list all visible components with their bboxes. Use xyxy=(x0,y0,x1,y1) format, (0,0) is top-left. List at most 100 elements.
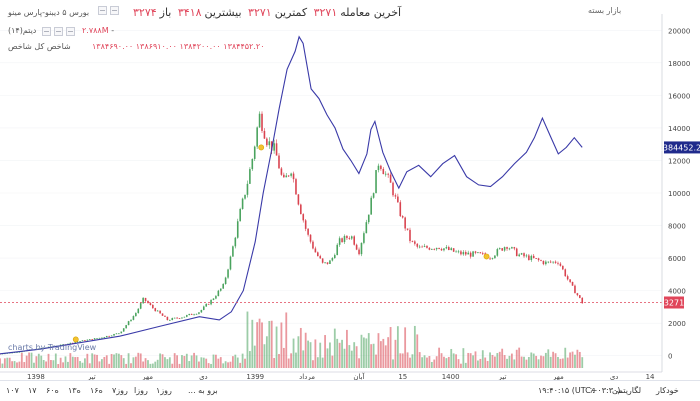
candle-body xyxy=(181,317,183,319)
volume-bar xyxy=(319,342,322,368)
volume-bar xyxy=(166,359,169,368)
volume-bar xyxy=(309,342,312,368)
candle-body xyxy=(137,308,140,314)
y-tick-label: 14000 xyxy=(668,125,690,133)
volume-bar xyxy=(205,358,208,368)
candle-body xyxy=(16,352,18,353)
volume-bar xyxy=(244,358,246,368)
event-markers xyxy=(72,144,490,343)
volume-bar xyxy=(217,358,220,368)
volume-bar xyxy=(486,360,489,368)
candle-body xyxy=(71,342,74,344)
candle-body xyxy=(280,168,283,175)
bottom-toolbar: ۱۰۷ ۱۷ ۶۰ه ۱۳ه ۱۶ه ۷روز روزا ۱روز برو به… xyxy=(0,380,700,401)
indicator2-values: ۱۳۸۴۶۹۰.۰۰ ۱۳۸۶۹۱۰.۰۰ ۱۳۸۴۲۰۰.۰۰ ۱۳۸۴۴۵۲… xyxy=(92,42,265,51)
indicator1-settings-icon[interactable] xyxy=(54,27,63,36)
volume-bar xyxy=(59,357,62,368)
volume-bar xyxy=(236,357,239,368)
volume-bar xyxy=(299,327,302,368)
volume-bar xyxy=(282,347,285,368)
candle-body xyxy=(91,339,93,340)
volume-bar xyxy=(530,352,533,368)
candle-body xyxy=(186,315,188,317)
indicator2-label[interactable]: شاخص کل شاخص xyxy=(8,42,71,51)
candle-body xyxy=(562,265,564,270)
x-tick-label: مهر xyxy=(141,373,153,381)
volume-bar xyxy=(547,349,550,368)
volume-bars xyxy=(0,311,584,368)
candle-body xyxy=(156,310,159,312)
volume-bar xyxy=(285,312,288,368)
volume-bar xyxy=(190,355,193,368)
volume-bar xyxy=(18,361,21,368)
volume-bar xyxy=(253,345,256,368)
y-tick-label: 8000 xyxy=(668,223,686,231)
candle-body xyxy=(98,337,101,339)
symbol-title[interactable]: بورس ۵ دیبنو-پارس مینو xyxy=(8,8,90,17)
index-price-label: 1384452.20 xyxy=(658,143,700,152)
last-price-label: 3271 xyxy=(664,298,684,307)
volume-bar xyxy=(365,338,368,368)
range-5[interactable]: ۷روز xyxy=(112,386,128,395)
volume-bar xyxy=(564,347,567,368)
volume-bar xyxy=(411,354,414,368)
volume-bar xyxy=(540,355,542,368)
range-3[interactable]: ۱۳ه xyxy=(68,386,81,395)
candle-body xyxy=(118,333,120,335)
candle-body xyxy=(540,260,542,261)
candle-body xyxy=(309,234,312,242)
volume-bar xyxy=(443,356,445,368)
volume-bar xyxy=(227,362,229,368)
tradingview-logo[interactable]: charts by TradingView xyxy=(8,343,97,352)
volume-bar xyxy=(372,343,375,368)
dividend-marker xyxy=(72,336,79,343)
volume-bar xyxy=(188,361,191,368)
range-0[interactable]: ۱۰۷ xyxy=(6,386,19,395)
candle-body xyxy=(287,175,290,177)
range-6[interactable]: روزا xyxy=(134,386,148,395)
volume-bar xyxy=(239,362,242,368)
candle-body xyxy=(569,279,571,282)
candle-body xyxy=(159,310,161,314)
clock-label[interactable]: ۱۹:۴۰:۱۵ (UTC+۰۳:۳۰) xyxy=(538,386,621,395)
indicator1-hide-icon[interactable] xyxy=(42,27,51,36)
chart-grid xyxy=(0,29,662,357)
candle-body xyxy=(542,260,545,265)
range-4[interactable]: ۱۶ه xyxy=(90,386,103,395)
candle-body xyxy=(222,283,224,289)
range-7[interactable]: ۱روز xyxy=(156,386,172,395)
candle-body xyxy=(47,346,50,348)
range-1[interactable]: ۱۷ xyxy=(28,386,37,395)
settings-icon[interactable] xyxy=(110,6,119,15)
volume-bar xyxy=(261,322,263,368)
hide-icon[interactable] xyxy=(98,6,107,15)
candle-body xyxy=(224,277,227,284)
x-tick-label: تیر xyxy=(498,373,507,381)
y-tick-label: 12000 xyxy=(668,157,690,165)
volume-bar xyxy=(445,358,448,368)
volume-bar xyxy=(181,355,183,368)
candle-body xyxy=(457,251,460,253)
volume-bar xyxy=(35,356,38,368)
volume-bar xyxy=(353,342,356,368)
auto-toggle[interactable]: خودکار xyxy=(656,386,679,395)
volume-bar xyxy=(251,319,254,368)
volume-bar xyxy=(457,359,460,368)
candle-body xyxy=(392,182,394,196)
candle-body xyxy=(251,158,254,170)
candle-body xyxy=(452,248,455,252)
range-2[interactable]: ۶۰ه xyxy=(46,386,59,395)
indicator1-close-icon[interactable] xyxy=(66,27,75,36)
indicator1-label[interactable]: دیتم(۱۴) xyxy=(8,26,37,35)
candle-body xyxy=(110,335,113,337)
volume-bar xyxy=(367,333,370,368)
candle-body xyxy=(547,261,550,263)
goto-button[interactable]: برو به ... xyxy=(188,386,218,395)
candle-body xyxy=(523,253,525,257)
volume-bar xyxy=(477,360,479,368)
candle-body xyxy=(139,303,142,309)
percent-toggle[interactable]: ٪ xyxy=(590,386,595,395)
log-toggle[interactable]: لگاریتمی xyxy=(612,386,642,395)
volume-bar xyxy=(467,352,470,368)
